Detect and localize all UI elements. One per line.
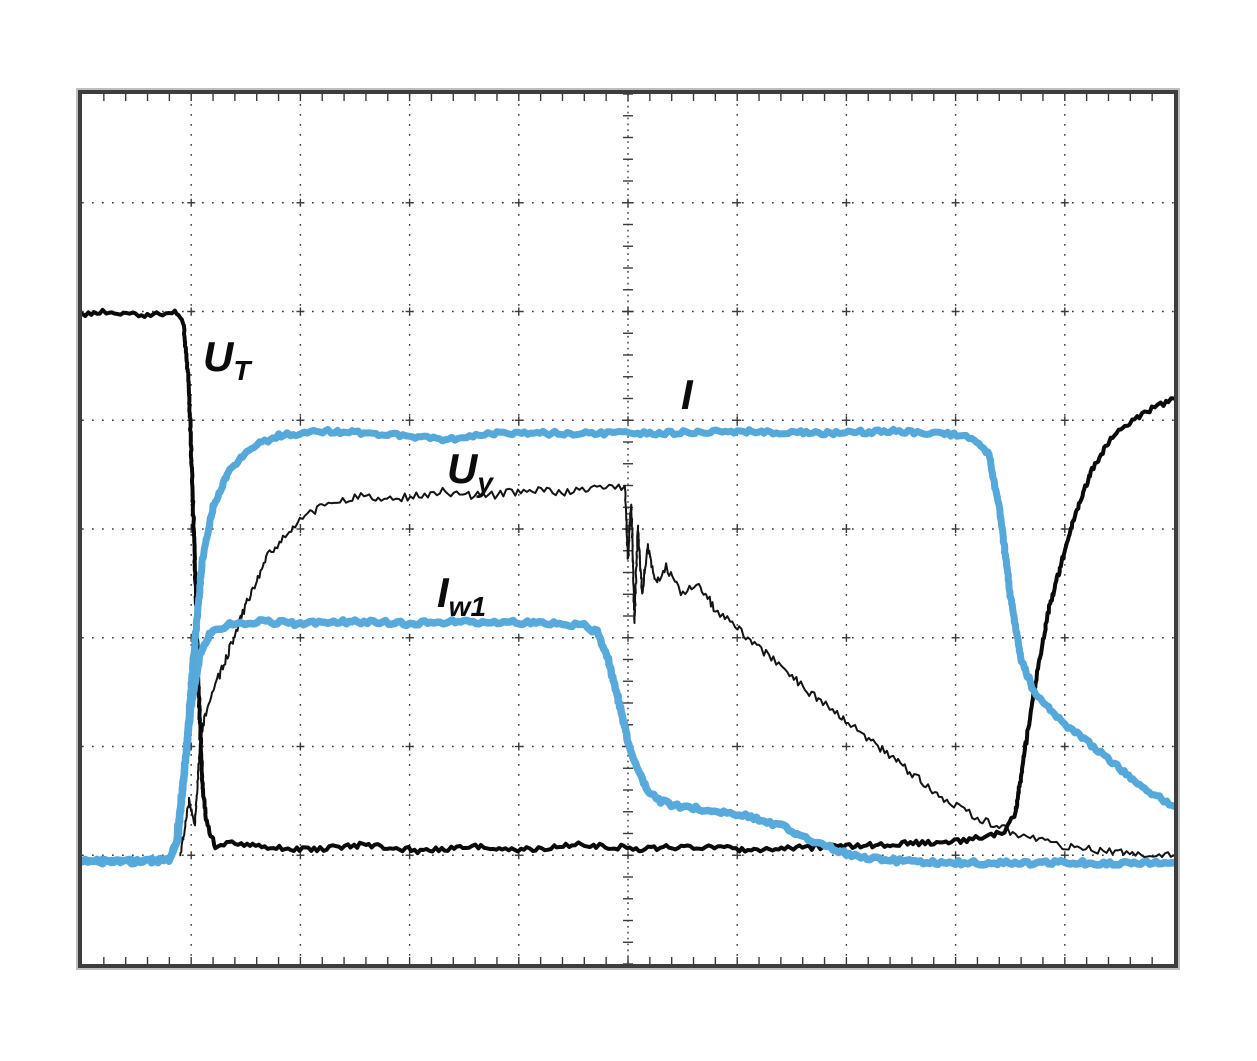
trace-U_y [179,483,1174,858]
trace-I [82,425,1174,866]
scope-graticule: UT I Uy Iw1 [76,88,1180,970]
trace-I_w1 [82,616,1174,869]
waveform-canvas [82,94,1174,964]
trace-U_T [82,307,1174,856]
